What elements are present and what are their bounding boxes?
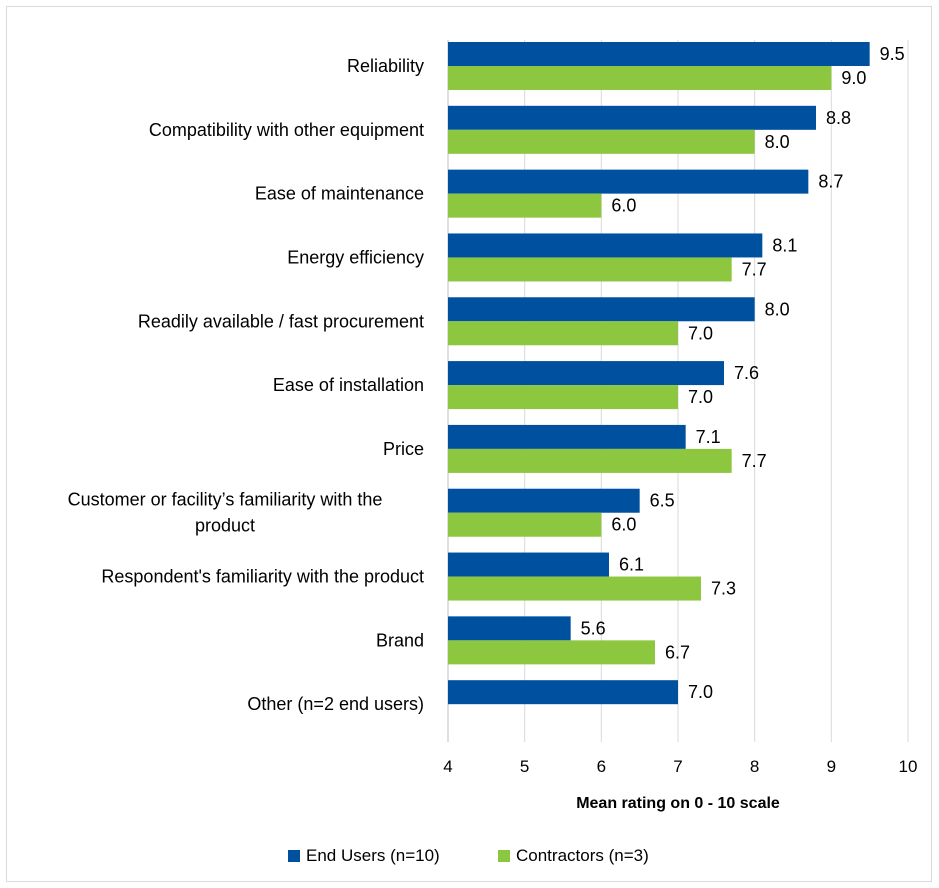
value-label: 6.0: [611, 515, 636, 535]
value-label: 6.1: [619, 555, 644, 575]
value-label: 9.5: [880, 44, 905, 64]
category-label: Compatibility with other equipment: [149, 120, 424, 140]
bar-contractors: [448, 193, 602, 218]
x-tick-label: 10: [899, 757, 918, 776]
bar-contractors: [448, 66, 832, 90]
value-label: 5.6: [581, 618, 606, 638]
value-label: 7.7: [742, 259, 767, 279]
value-label: 6.5: [650, 491, 675, 511]
bar-end-users: [448, 233, 763, 258]
bar-contractors: [448, 512, 602, 537]
bar-contractors: [448, 257, 732, 282]
category-label: Customer or facility’s familiarity with …: [68, 490, 383, 536]
x-tick-label: 4: [443, 757, 452, 776]
value-label: 7.7: [742, 451, 767, 471]
legend: End Users (n=10) Contractors (n=3): [288, 846, 649, 865]
value-label: 6.7: [665, 642, 690, 662]
bar-end-users: [448, 361, 724, 386]
bar-end-users: [448, 488, 640, 513]
value-label: 7.3: [711, 579, 736, 599]
legend-label: Contractors (n=3): [516, 846, 649, 865]
bar-end-users: [448, 616, 571, 641]
bar-contractors: [448, 385, 678, 410]
value-labels: 9.59.08.88.08.76.08.17.78.07.07.67.07.17…: [581, 44, 905, 702]
x-tick-labels: 4 5 6 7 8 9 10: [443, 757, 917, 776]
bar-end-users: [448, 297, 755, 322]
category-label: Price: [383, 439, 424, 459]
bar-contractors: [448, 640, 655, 665]
category-label: Reliability: [347, 56, 424, 76]
category-label: Respondent's familiarity with the produc…: [101, 567, 424, 587]
value-label: 7.6: [734, 363, 759, 383]
category-label: Other (n=2 end users): [247, 694, 424, 714]
value-label: 7.1: [696, 427, 721, 447]
bar-end-users: [448, 169, 809, 194]
x-tick-label: 5: [520, 757, 529, 776]
bar-end-users: [448, 42, 870, 66]
x-tick-label: 9: [827, 757, 836, 776]
value-label: 6.0: [611, 196, 636, 216]
x-tick-label: 7: [673, 757, 682, 776]
category-label: Ease of maintenance: [255, 184, 424, 204]
value-label: 8.0: [765, 132, 790, 152]
bar-end-users: [448, 424, 686, 449]
bars: [448, 42, 870, 705]
value-label: 8.8: [826, 108, 851, 128]
bar-contractors: [448, 129, 755, 154]
category-label: Brand: [376, 630, 424, 650]
x-tick-label: 6: [597, 757, 606, 776]
legend-label: End Users (n=10): [306, 846, 440, 865]
bar-contractors: [448, 448, 732, 473]
bar-end-users: [448, 680, 678, 705]
value-label: 9.0: [841, 68, 866, 88]
value-label: 7.0: [688, 387, 713, 407]
x-axis-title: Mean rating on 0 - 10 scale: [576, 795, 780, 812]
value-label: 8.7: [818, 172, 843, 192]
bar-contractors: [448, 576, 701, 601]
value-label: 7.0: [688, 682, 713, 702]
x-tick-label: 8: [750, 757, 759, 776]
bar-end-users: [448, 552, 609, 577]
bar-end-users: [448, 105, 816, 130]
value-label: 7.0: [688, 323, 713, 343]
value-label: 8.0: [765, 299, 790, 319]
bar-contractors: [448, 321, 678, 346]
category-labels: Reliability Compatibility with other equi…: [68, 56, 424, 714]
category-label: Ease of installation: [273, 375, 424, 395]
value-label: 8.1: [772, 235, 797, 255]
category-label: Energy efficiency: [287, 247, 424, 267]
legend-swatch: [288, 850, 300, 862]
category-label: Readily available / fast procurement: [138, 311, 424, 331]
legend-swatch: [498, 850, 510, 862]
